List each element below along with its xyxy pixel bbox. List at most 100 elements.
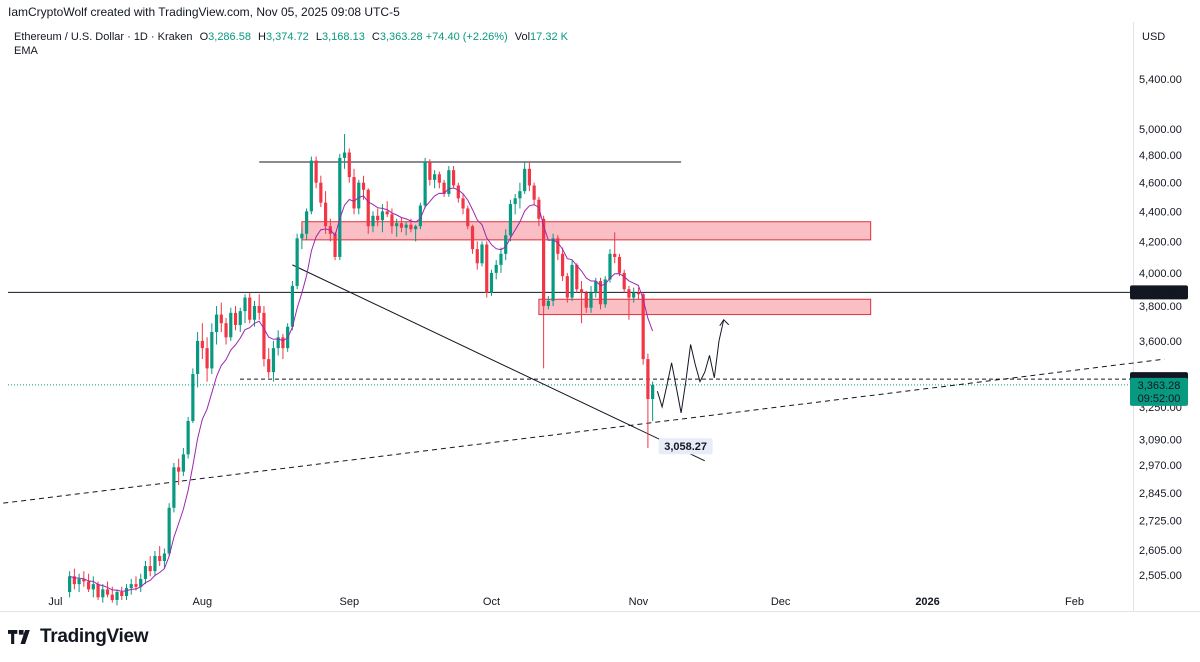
candle-body (295, 238, 299, 286)
candle-body (437, 174, 441, 183)
candle-body (101, 589, 105, 598)
candle-body (409, 224, 413, 230)
candle-body (68, 576, 72, 592)
last-price-tag-bg (1130, 377, 1188, 406)
countdown-tag: 09:52:00 (1138, 393, 1181, 405)
candle-body (271, 348, 276, 373)
candle-body (267, 359, 271, 373)
candle-body (115, 592, 119, 600)
candle-body (77, 578, 81, 585)
candle-body (542, 218, 546, 307)
price-tick-label: 5,400.00 (1139, 74, 1182, 86)
last-price-tag: 3,363.28 (1138, 380, 1181, 392)
candle-body (86, 581, 91, 590)
candle-body (470, 226, 475, 250)
candle-body (499, 253, 503, 265)
candle-body (96, 584, 100, 598)
ema-indicator-label[interactable]: EMA (14, 45, 38, 57)
candle-body (357, 182, 361, 209)
resistance-zone[interactable] (538, 298, 872, 316)
candle-body (366, 189, 370, 227)
candle-body (523, 168, 527, 192)
symbol-title[interactable]: Ethereum / U.S. Dollar · 1D · Kraken (14, 31, 193, 43)
candle-body (560, 253, 565, 277)
open-label: O (199, 31, 209, 43)
candle-body (399, 223, 404, 228)
candle-body (641, 294, 645, 360)
ema-line[interactable] (69, 187, 654, 592)
price-tick-label: 4,400.00 (1139, 206, 1182, 218)
candle-body (205, 348, 209, 369)
candle-body (646, 359, 650, 400)
level-tag-bg (1130, 285, 1188, 300)
time-tick-label: Sep (339, 596, 359, 608)
candle-body (342, 152, 347, 158)
candle-body (404, 224, 408, 228)
price-tick-label: 4,000.00 (1139, 268, 1182, 280)
candle-body (380, 211, 385, 221)
price-tick-label: 5,000.00 (1139, 124, 1182, 136)
candle-body (143, 566, 148, 579)
footer-brand: TradingView (8, 626, 149, 648)
candle-body (594, 281, 598, 293)
resistance-zone[interactable] (301, 221, 872, 241)
candle-body (82, 578, 86, 582)
candle-body (210, 332, 214, 369)
candle-body (570, 264, 574, 298)
candle-body (385, 211, 389, 215)
candle-body (290, 285, 294, 327)
price-tick-label: 4,200.00 (1139, 236, 1182, 248)
candle-body (148, 566, 152, 572)
price-tick-label: 3,090.00 (1139, 435, 1182, 447)
candle-body (181, 454, 185, 472)
projection-path[interactable] (656, 319, 725, 413)
candle-body (309, 160, 313, 212)
candle-body (129, 584, 133, 589)
candle-body (546, 300, 550, 307)
time-tick-label: Jul (48, 596, 62, 608)
candle-body (627, 289, 631, 298)
candle-body (527, 168, 531, 186)
candle-body (338, 157, 342, 257)
candle-body (139, 578, 143, 587)
candle-body (433, 174, 437, 180)
candle-body (158, 555, 162, 562)
candle-body (281, 337, 285, 349)
candle-body (613, 253, 617, 257)
candle-body (480, 244, 484, 264)
candle-body (233, 312, 238, 325)
candle-body (347, 152, 351, 178)
candle-body (390, 214, 394, 227)
time-tick-label: Nov (629, 596, 649, 608)
low-marker-badge (658, 438, 713, 455)
candle-body (300, 233, 304, 239)
candle-body (494, 264, 498, 273)
candle-body (475, 249, 479, 264)
change-value: +74.40 (+2.26%) (425, 31, 508, 43)
candle-body (153, 555, 157, 572)
candle-body (456, 185, 460, 199)
trendline[interactable] (292, 264, 705, 462)
candle-body (333, 233, 337, 257)
candle-body (447, 170, 451, 195)
low-marker-label: 3,058.27 (664, 441, 707, 453)
candle-body (632, 292, 636, 298)
high-value: 3,374.72 (265, 31, 309, 43)
trendline[interactable] (3, 358, 1165, 504)
candle-body (485, 244, 489, 293)
candle-body (608, 253, 612, 280)
candle-body (323, 202, 328, 227)
price-tick-label: 4,600.00 (1139, 178, 1182, 190)
candle-body (177, 467, 181, 472)
candle-body (248, 297, 252, 320)
candle-body (371, 215, 375, 227)
candle-body (423, 161, 427, 206)
candle-body (651, 384, 655, 400)
candle-body (314, 160, 318, 183)
low-label: L (315, 31, 322, 43)
candle-body (579, 289, 584, 293)
candle-body (395, 223, 399, 227)
price-tick-label: 3,800.00 (1139, 301, 1182, 313)
chart-credit: IamCryptoWolf created with TradingView.c… (8, 5, 400, 19)
